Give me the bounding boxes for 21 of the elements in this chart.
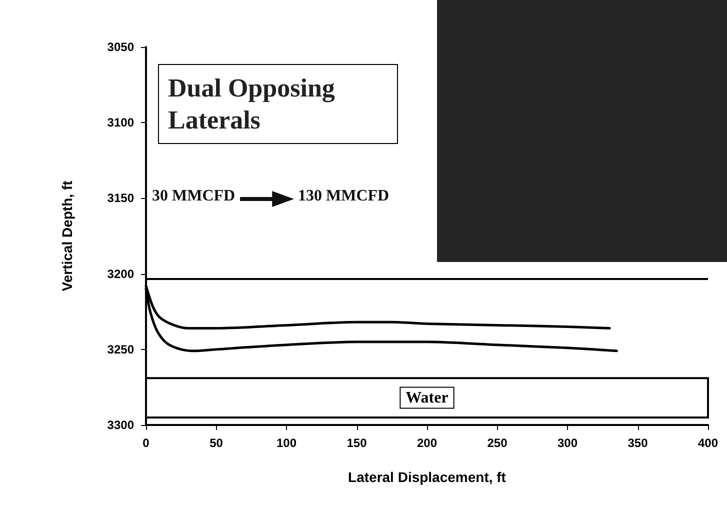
annotation: 130 MMCFD bbox=[298, 188, 390, 204]
x-tick-label: 150 bbox=[346, 436, 368, 450]
y-tick-label: 3300 bbox=[107, 418, 134, 432]
x-tick-label: 0 bbox=[142, 436, 150, 450]
text: Dual Opposing Laterals bbox=[168, 74, 342, 134]
annotation: 30 MMCFD bbox=[152, 188, 236, 204]
y-tick-label: 3150 bbox=[107, 191, 134, 206]
x-tick-label: 100 bbox=[276, 436, 297, 450]
band-label: Water bbox=[406, 389, 448, 406]
x-tick-label: 350 bbox=[628, 436, 648, 450]
y-tick-label: 3200 bbox=[107, 266, 134, 281]
x-tick-label: 300 bbox=[557, 436, 578, 450]
x-axis-title: Lateral Displacement, ft bbox=[348, 469, 506, 485]
x-tick-label: 250 bbox=[487, 436, 508, 450]
y-axis-title: Vertical Depth, ft bbox=[59, 180, 75, 292]
x-tick-label: 200 bbox=[416, 436, 438, 450]
x-tick-label: 400 bbox=[698, 436, 718, 450]
x-tick-label: 50 bbox=[210, 436, 224, 450]
y-tick-label: 3050 bbox=[107, 40, 134, 54]
y-tick-label: 3100 bbox=[107, 116, 134, 130]
y-tick-label: 3250 bbox=[107, 342, 134, 356]
